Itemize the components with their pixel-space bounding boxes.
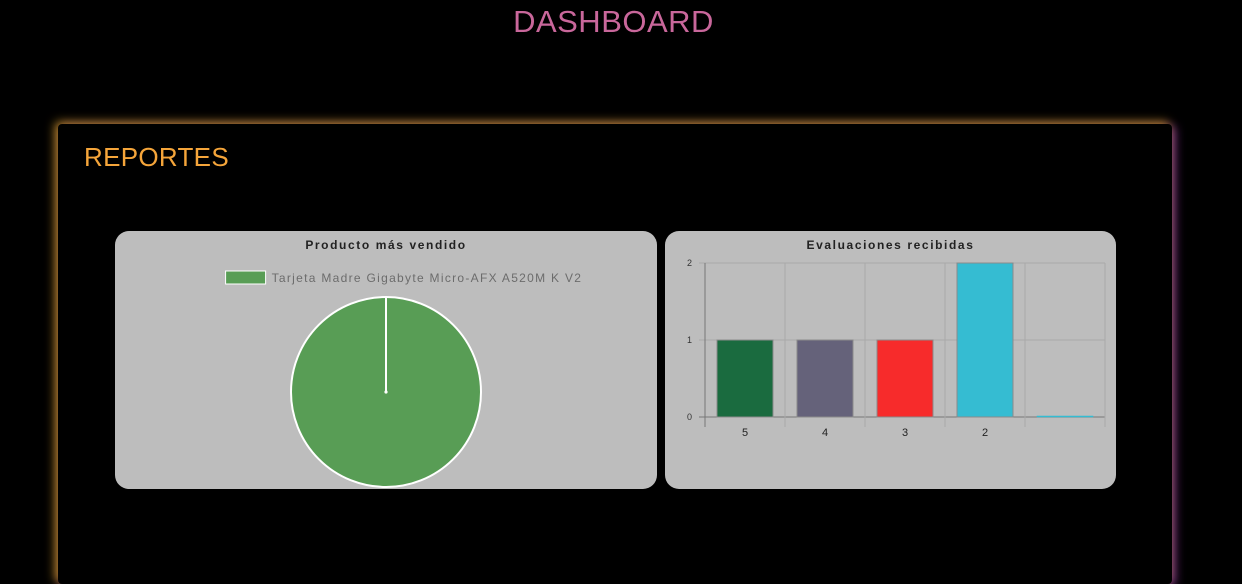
bar-x-tick-label: 4	[822, 427, 828, 439]
bar[interactable]	[1036, 415, 1094, 418]
ratings-received-card: Evaluaciones recibidas 0 1 2 5 4 3 2	[665, 231, 1116, 489]
bar-y-tick-label: 2	[687, 258, 692, 268]
bar-x-tick-label: 3	[902, 427, 908, 439]
pie-center-point	[384, 390, 388, 394]
bar-y-tick-label: 0	[687, 412, 692, 422]
pie-legend-label: Tarjeta Madre Gigabyte Micro-AFX A520M K…	[272, 271, 583, 285]
reports-panel: REPORTES Producto más vendido Tarjeta Ma…	[58, 124, 1172, 584]
bar[interactable]	[956, 262, 1014, 418]
bar-y-tick-label: 1	[687, 335, 692, 345]
bar-chart-title: Evaluaciones recibidas	[806, 238, 975, 252]
bar[interactable]	[796, 339, 854, 418]
reports-heading: REPORTES	[84, 142, 229, 172]
best-selling-product-card: Producto más vendido Tarjeta Madre Gigab…	[115, 231, 657, 489]
bar-x-tick-label: 2	[982, 427, 988, 439]
pie-chart-title: Producto más vendido	[305, 238, 467, 252]
pie-chart: Tarjeta Madre Gigabyte Micro-AFX A520M K…	[225, 270, 583, 488]
page-title: DASHBOARD	[513, 4, 714, 39]
bar[interactable]	[716, 339, 774, 418]
bar[interactable]	[876, 339, 934, 418]
bar-x-tick-label: 5	[742, 427, 748, 439]
pie-legend-swatch	[225, 270, 267, 285]
bar-chart: 0 1 2 5 4 3 2	[687, 258, 1106, 439]
